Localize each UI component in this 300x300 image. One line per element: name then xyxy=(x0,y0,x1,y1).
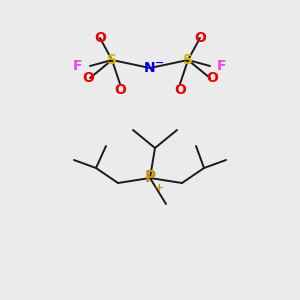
Text: +: + xyxy=(154,183,164,193)
Text: F: F xyxy=(217,59,227,73)
Text: −: − xyxy=(155,58,165,68)
Text: P: P xyxy=(144,170,156,185)
Text: O: O xyxy=(206,71,218,85)
Text: O: O xyxy=(194,31,206,45)
Text: S: S xyxy=(183,53,193,67)
Text: O: O xyxy=(114,83,126,97)
Text: O: O xyxy=(82,71,94,85)
Text: O: O xyxy=(94,31,106,45)
Text: O: O xyxy=(174,83,186,97)
Text: F: F xyxy=(73,59,83,73)
Text: N: N xyxy=(144,61,156,75)
Text: S: S xyxy=(107,53,117,67)
